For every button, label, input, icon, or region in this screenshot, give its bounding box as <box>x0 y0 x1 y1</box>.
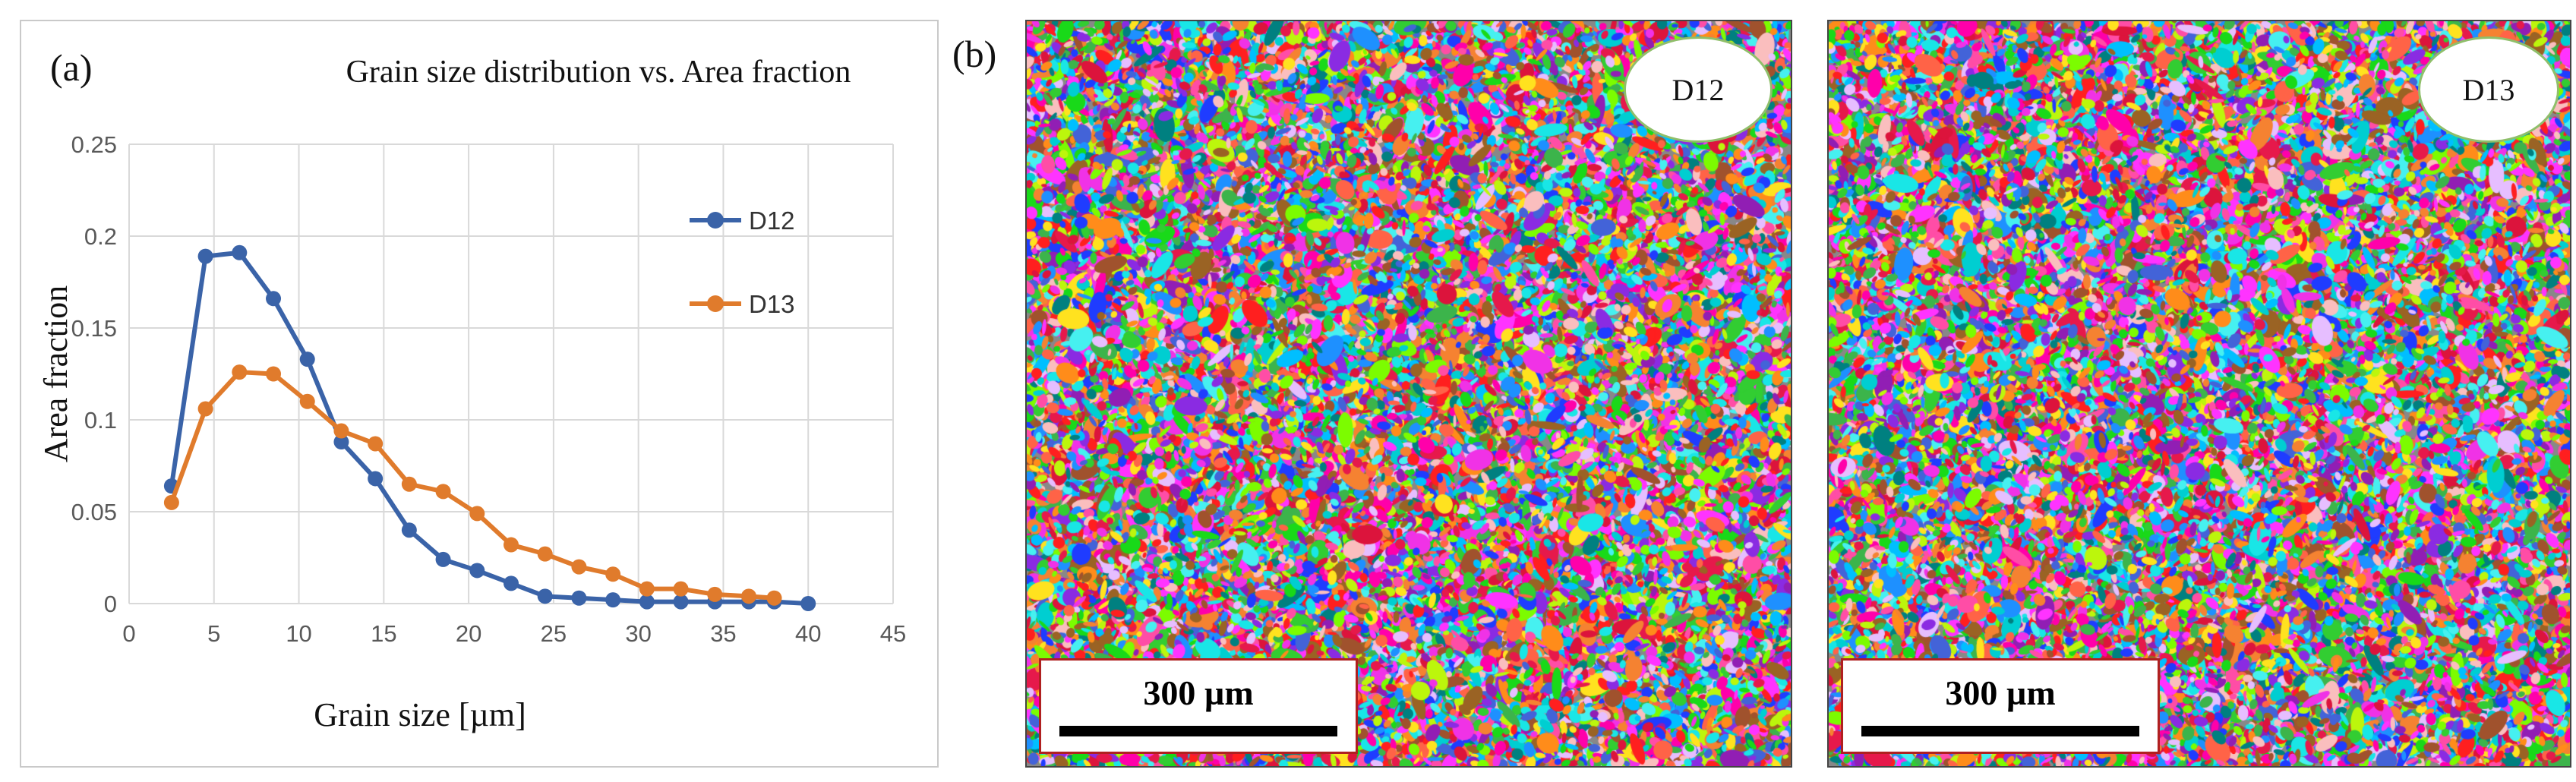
data-point-d12 <box>266 291 282 307</box>
data-point-d12 <box>232 244 248 260</box>
x-tick-label: 45 <box>880 620 906 647</box>
data-point-d12 <box>673 594 689 610</box>
panel-a-label: (a) <box>50 46 93 89</box>
x-tick-label: 10 <box>286 620 311 647</box>
data-point-d12 <box>504 575 519 591</box>
data-point-d12 <box>639 594 655 610</box>
y-tick-label: 0.2 <box>84 223 117 250</box>
y-tick-label: 0.25 <box>71 131 117 158</box>
x-tick-label: 15 <box>371 620 396 647</box>
data-point-d12 <box>368 471 384 487</box>
data-point-d12 <box>197 248 213 264</box>
x-tick-label: 40 <box>795 620 821 647</box>
data-point-d12 <box>469 563 485 579</box>
d13-scale-bar <box>1861 726 2139 736</box>
series-line-d13 <box>169 370 775 601</box>
d13-sample-badge: D13 <box>2418 36 2559 143</box>
data-point-d12 <box>800 596 816 611</box>
data-point-d13 <box>232 364 248 380</box>
data-point-d13 <box>299 393 315 409</box>
x-tick-label: 20 <box>456 620 481 647</box>
data-point-d13 <box>707 586 723 602</box>
orientation-map-d13: D13 300 µm <box>1827 20 2571 768</box>
y-axis-label: Area fraction <box>37 285 74 462</box>
data-point-d12 <box>605 592 621 608</box>
x-tick-label: 30 <box>625 620 651 647</box>
data-point-d13 <box>401 476 417 492</box>
d12-scale-text: 300 µm <box>1143 673 1254 712</box>
data-point-d13 <box>537 546 553 562</box>
data-point-d13 <box>605 566 621 582</box>
data-point-d13 <box>673 581 689 597</box>
legend-label-d12: D12 <box>749 207 795 235</box>
data-point-d13 <box>571 559 587 575</box>
data-point-d13 <box>368 436 384 452</box>
legend-label-d13: D13 <box>749 290 795 318</box>
d12-grain-map-image <box>1027 21 1791 766</box>
data-point-d13 <box>333 423 349 439</box>
grain-size-chart: 0 5 10 15 20 25 30 35 40 45 0 0.05 0.1 0.15 0.2 0.25 Gra… <box>37 55 906 733</box>
chart-panel: (a) 0 5 10 15 20 25 30 35 40 45 0 0.05 0.1 0.15 0.2 0.2… <box>20 20 939 768</box>
data-point-d13 <box>163 494 179 510</box>
legend-marker-d12 <box>707 212 724 229</box>
data-point-d13 <box>435 484 451 500</box>
d13-grain-map-image <box>1829 21 2570 766</box>
data-point-d13 <box>266 366 282 382</box>
data-point-d13 <box>197 401 213 417</box>
x-axis-label: Grain size [µm] <box>314 696 526 733</box>
x-tick-label: 0 <box>122 620 135 647</box>
data-point-d13 <box>469 506 485 522</box>
y-tick-label: 0 <box>104 591 117 617</box>
d13-sample-label: D13 <box>2462 72 2515 107</box>
data-point-d13 <box>504 537 519 553</box>
d13-scale-text: 300 µm <box>1945 673 2056 712</box>
data-point-d12 <box>435 551 451 567</box>
y-tick-label: 0.1 <box>84 407 117 434</box>
data-point-d13 <box>766 590 782 606</box>
orientation-map-d12: D12 300 µm <box>1025 20 1792 768</box>
x-tick-label: 5 <box>207 620 220 647</box>
legend-marker-d13 <box>707 295 724 312</box>
y-tick-label: 0.05 <box>71 499 117 525</box>
chart-title: Grain size distribution vs. Area fractio… <box>346 55 851 90</box>
d12-scale-box: 300 µm <box>1039 658 1358 754</box>
d13-scale-box: 300 µm <box>1841 658 2160 754</box>
d12-sample-badge: D12 <box>1624 36 1773 143</box>
d12-sample-label: D12 <box>1672 72 1725 107</box>
data-point-d12 <box>299 352 315 367</box>
data-point-d12 <box>401 522 417 538</box>
d12-scale-bar <box>1059 726 1337 736</box>
x-tick-label: 35 <box>710 620 736 647</box>
panel-b-label: (b) <box>952 33 997 75</box>
data-point-d13 <box>740 588 756 604</box>
data-point-d12 <box>571 590 587 606</box>
data-point-d12 <box>333 434 349 450</box>
y-tick-label: 0.15 <box>71 315 117 342</box>
data-point-d13 <box>639 581 655 597</box>
data-point-d12 <box>537 588 553 604</box>
x-tick-label: 25 <box>541 620 567 647</box>
